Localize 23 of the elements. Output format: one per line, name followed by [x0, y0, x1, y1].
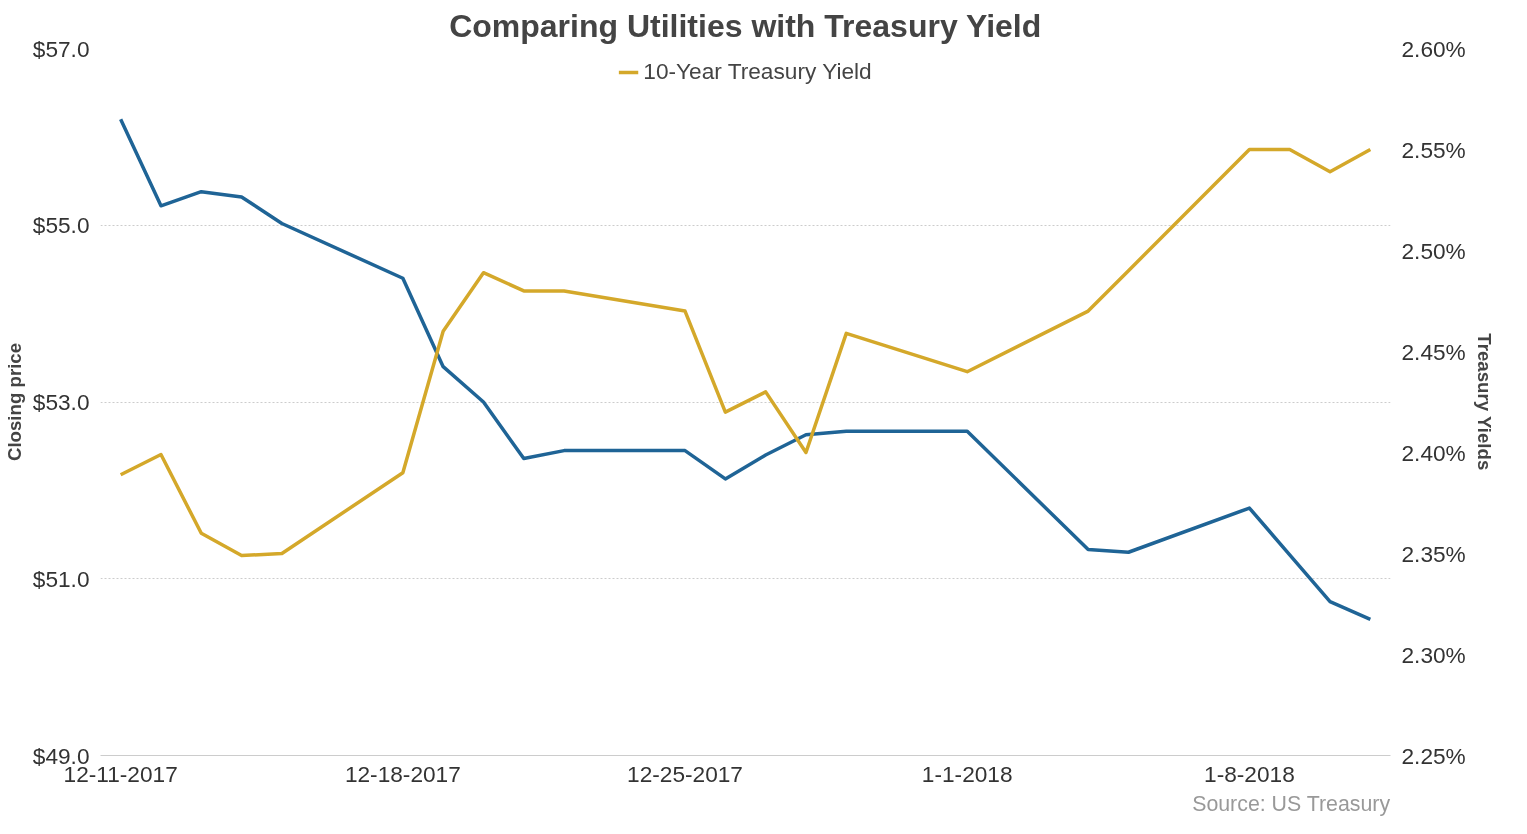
x-tick-label: 1-8-2018 — [1204, 760, 1295, 787]
x-tick-label: 1-1-2018 — [921, 760, 1013, 787]
y-tick-label: $55.0 — [32, 212, 90, 239]
y2-tick-label: 2.30% — [1401, 641, 1466, 668]
line-series — [118, 147, 1373, 558]
line-series — [118, 117, 1373, 622]
source-note: Source: US Treasury — [1192, 791, 1391, 816]
legend-label: 10-Year Treasury Yield — [643, 58, 872, 85]
y-axis-title: Closing price — [3, 342, 25, 462]
y-tick-label: $53.0 — [32, 389, 90, 415]
y2-tick-label: 2.45% — [1401, 338, 1466, 365]
chart-title: Comparing Utilities with Treasury Yield — [449, 7, 1042, 44]
y-tick-label: $57.0 — [32, 35, 90, 62]
y2-tick-label: 2.25% — [1401, 742, 1466, 769]
y2-tick-label: 2.55% — [1401, 136, 1466, 163]
y2-tick-label: 2.35% — [1401, 540, 1466, 567]
y2-tick-label: 2.50% — [1401, 237, 1466, 264]
y2-axis-title: Treasury Yields — [1473, 333, 1495, 471]
x-tick-label: 12-25-2017 — [627, 760, 743, 787]
x-tick-label: 12-18-2017 — [344, 760, 461, 787]
y2-tick-label: 2.60% — [1401, 35, 1466, 62]
y-tick-label: $51.0 — [32, 565, 90, 592]
y2-tick-label: 2.40% — [1401, 439, 1466, 466]
